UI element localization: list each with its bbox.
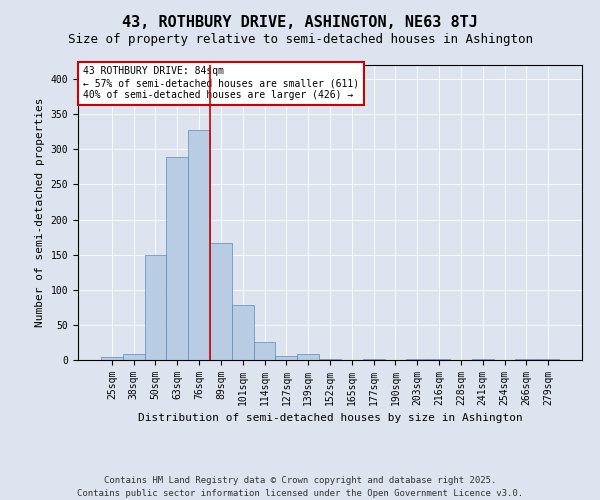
Bar: [297, 354, 319, 360]
Bar: [363, 358, 385, 360]
Bar: [145, 254, 166, 360]
Bar: [406, 358, 428, 360]
Text: 43 ROTHBURY DRIVE: 84sqm
← 57% of semi-detached houses are smaller (611)
40% of : 43 ROTHBURY DRIVE: 84sqm ← 57% of semi-d…: [83, 66, 359, 100]
Bar: [319, 358, 341, 360]
Text: Contains HM Land Registry data © Crown copyright and database right 2025.
Contai: Contains HM Land Registry data © Crown c…: [77, 476, 523, 498]
Bar: [123, 354, 145, 360]
Text: Size of property relative to semi-detached houses in Ashington: Size of property relative to semi-detach…: [67, 34, 533, 46]
Bar: [188, 130, 210, 360]
Bar: [275, 356, 297, 360]
Bar: [254, 342, 275, 360]
Y-axis label: Number of semi-detached properties: Number of semi-detached properties: [35, 98, 45, 327]
X-axis label: Distribution of semi-detached houses by size in Ashington: Distribution of semi-detached houses by …: [137, 414, 523, 424]
Bar: [210, 244, 232, 360]
Text: 43, ROTHBURY DRIVE, ASHINGTON, NE63 8TJ: 43, ROTHBURY DRIVE, ASHINGTON, NE63 8TJ: [122, 15, 478, 30]
Bar: [101, 357, 123, 360]
Bar: [166, 157, 188, 360]
Bar: [232, 305, 254, 360]
